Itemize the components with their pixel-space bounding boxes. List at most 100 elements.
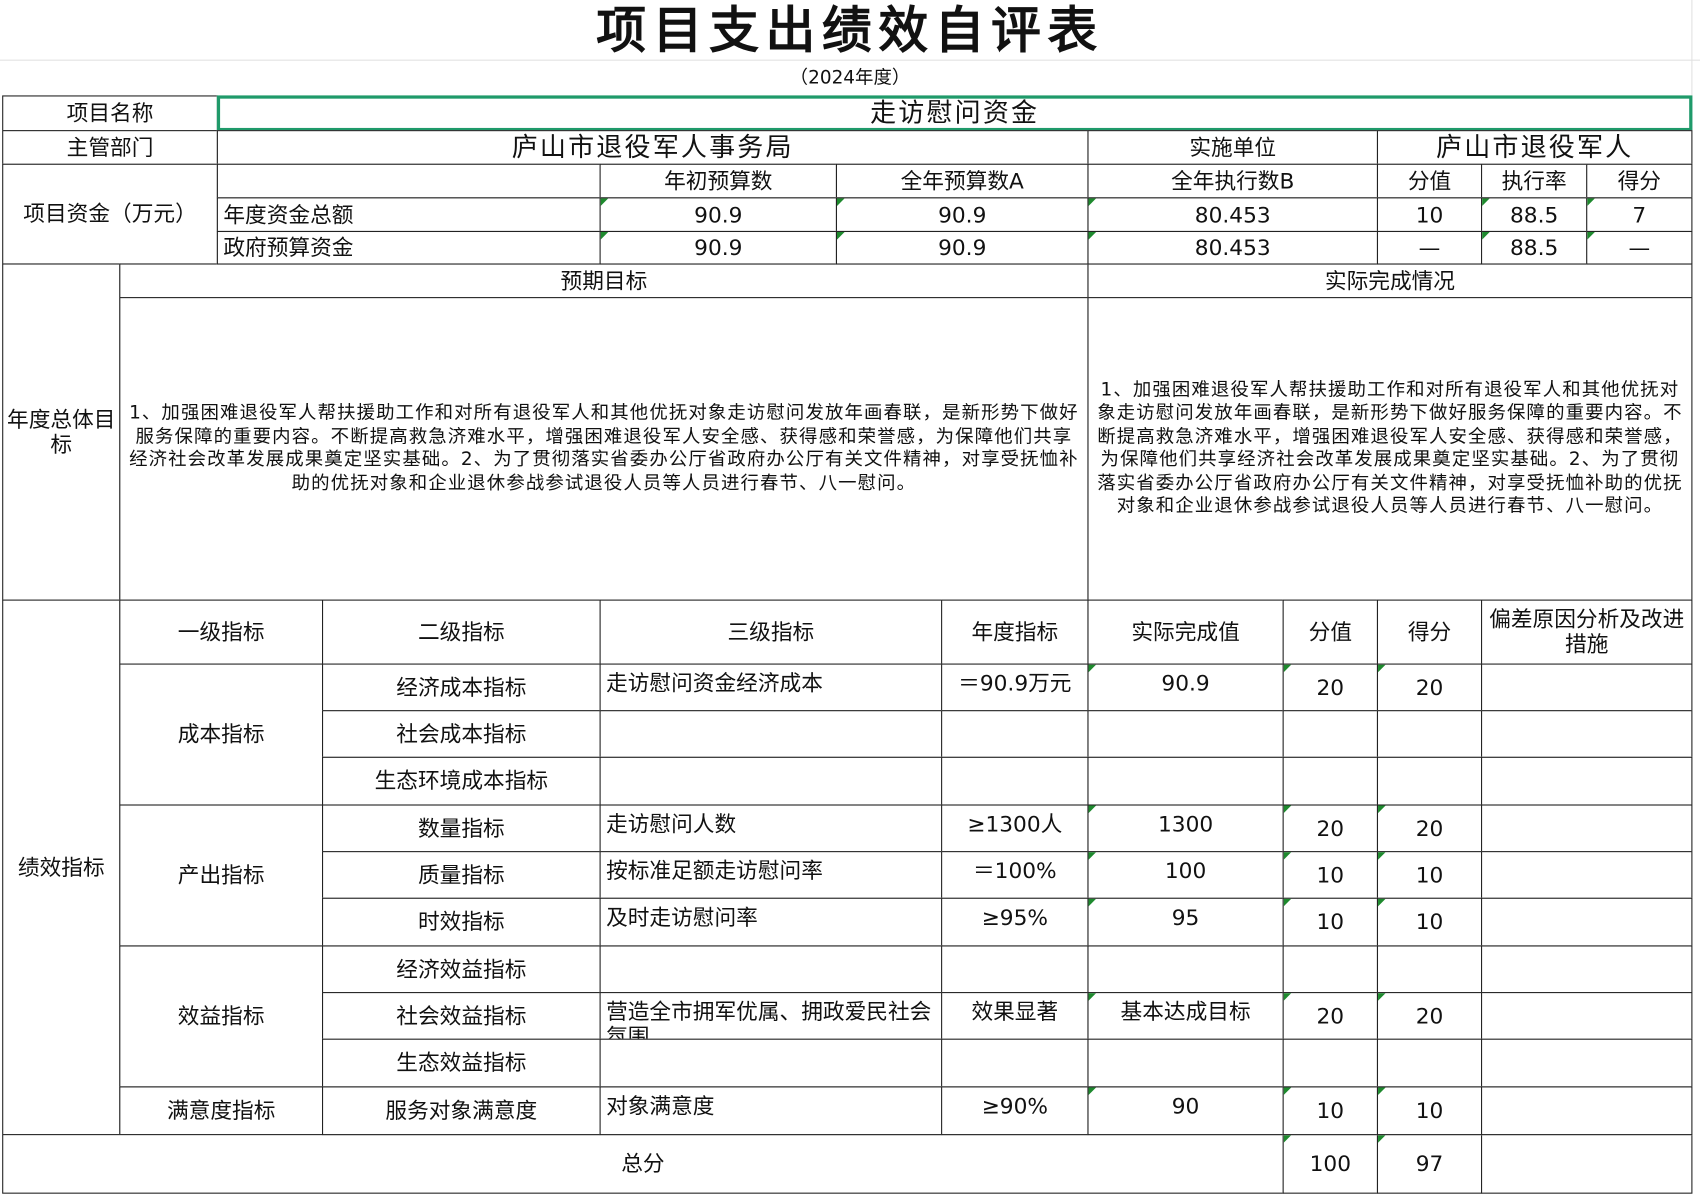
- total-score[interactable]: 97: [1376, 1134, 1483, 1194]
- indicator-score-cell[interactable]: 20: [1376, 992, 1483, 1040]
- indicator-header[interactable]: 偏差原因分析及改进措施: [1481, 599, 1693, 665]
- total-label[interactable]: 总分: [2, 1134, 1284, 1194]
- indicator-weight-cell[interactable]: 20: [1282, 663, 1379, 712]
- indicator-l3-cell[interactable]: [599, 710, 943, 758]
- indicator-header[interactable]: 得分: [1376, 599, 1483, 665]
- indicator-target-cell[interactable]: ＝100%: [941, 851, 1089, 899]
- indicator-l2-cell[interactable]: 经济效益指标: [322, 945, 601, 994]
- indicator-weight-cell[interactable]: 10: [1282, 1086, 1379, 1136]
- indicator-score-cell[interactable]: 20: [1376, 663, 1483, 712]
- indicator-l3-cell[interactable]: 走访慰问人数: [599, 804, 943, 853]
- funds-header[interactable]: 分值: [1376, 163, 1483, 199]
- goals-label[interactable]: 年度总体目标: [2, 263, 121, 601]
- indicator-target-cell[interactable]: [941, 945, 1089, 994]
- funds-initial-cell[interactable]: 90.9: [599, 230, 838, 265]
- funds-header[interactable]: 执行率: [1481, 163, 1588, 199]
- indicator-actual-cell[interactable]: [1087, 710, 1284, 758]
- indicator-target-cell[interactable]: 效果显著: [941, 992, 1089, 1040]
- indicator-actual-cell[interactable]: 90.9: [1087, 663, 1284, 712]
- indicator-actual-cell[interactable]: 95: [1087, 897, 1284, 947]
- indicator-l3-cell[interactable]: [599, 756, 943, 806]
- indicator-l2-cell[interactable]: 社会效益指标: [322, 992, 601, 1040]
- expected-goal-header[interactable]: 预期目标: [119, 263, 1089, 299]
- impl-label[interactable]: 实施单位: [1087, 130, 1379, 165]
- total-note[interactable]: [1481, 1134, 1693, 1194]
- funds-annual-cell[interactable]: 90.9: [835, 230, 1089, 265]
- actual-result-text[interactable]: 1、加强困难退役军人帮扶援助工作和对所有退役军人和其他优抚对象走访慰问发放年画春…: [1087, 297, 1693, 601]
- funds-header[interactable]: 年初预算数: [599, 163, 838, 199]
- indicator-target-cell[interactable]: ≥1300人: [941, 804, 1089, 853]
- indicator-l2-cell[interactable]: 数量指标: [322, 804, 601, 853]
- indicators-label[interactable]: 绩效指标: [2, 599, 121, 1136]
- indicator-header[interactable]: 一级指标: [119, 599, 324, 665]
- indicator-note-cell[interactable]: [1481, 663, 1693, 712]
- indicator-l3-cell[interactable]: 营造全市拥军优属、拥政爱民社会氛围: [599, 992, 943, 1040]
- dept-value[interactable]: 庐山市退役军人事务局: [216, 130, 1089, 165]
- funds-rate-cell[interactable]: 88.5: [1481, 197, 1588, 233]
- indicator-note-cell[interactable]: [1481, 804, 1693, 853]
- total-weight[interactable]: 100: [1282, 1134, 1379, 1194]
- project-name-label[interactable]: 项目名称: [2, 95, 218, 132]
- indicator-actual-cell[interactable]: [1087, 756, 1284, 806]
- indicator-l3-cell[interactable]: 及时走访慰问率: [599, 897, 943, 947]
- indicator-l2-cell[interactable]: 社会成本指标: [322, 710, 601, 758]
- indicator-actual-cell[interactable]: [1087, 1038, 1284, 1088]
- funds-executed-cell[interactable]: 80.453: [1087, 230, 1379, 265]
- indicator-weight-cell[interactable]: [1282, 710, 1379, 758]
- indicator-header[interactable]: 年度指标: [941, 599, 1089, 665]
- indicator-note-cell[interactable]: [1481, 1038, 1693, 1088]
- funds-weight-cell[interactable]: 10: [1376, 197, 1483, 233]
- indicator-l2-cell[interactable]: 时效指标: [322, 897, 601, 947]
- indicator-l3-cell[interactable]: 按标准足额走访慰问率: [599, 851, 943, 899]
- funds-name-cell[interactable]: 年度资金总额: [216, 197, 601, 233]
- funds-score-cell[interactable]: —: [1586, 230, 1693, 265]
- indicator-weight-cell[interactable]: 20: [1282, 804, 1379, 853]
- indicator-score-cell[interactable]: [1376, 756, 1483, 806]
- funds-weight-cell[interactable]: —: [1376, 230, 1483, 265]
- impl-value[interactable]: 庐山市退役军人: [1376, 130, 1693, 165]
- funds-label[interactable]: 项目资金（万元）: [2, 163, 218, 265]
- indicator-target-cell[interactable]: [941, 756, 1089, 806]
- indicator-actual-cell[interactable]: [1087, 945, 1284, 994]
- expected-goal-text[interactable]: 1、加强困难退役军人帮扶援助工作和对所有退役军人和其他优抚对象走访慰问发放年画春…: [119, 297, 1089, 601]
- indicator-l2-cell[interactable]: 质量指标: [322, 851, 601, 899]
- level1-indicator[interactable]: 产出指标: [119, 804, 324, 947]
- actual-result-header[interactable]: 实际完成情况: [1087, 263, 1693, 299]
- indicator-target-cell[interactable]: ＝90.9万元: [941, 663, 1089, 712]
- level1-indicator[interactable]: 满意度指标: [119, 1086, 324, 1136]
- indicator-note-cell[interactable]: [1481, 897, 1693, 947]
- funds-header-blank[interactable]: [216, 163, 601, 199]
- funds-rate-cell[interactable]: 88.5: [1481, 230, 1588, 265]
- indicator-l3-cell[interactable]: 走访慰问资金经济成本: [599, 663, 943, 712]
- indicator-note-cell[interactable]: [1481, 992, 1693, 1040]
- indicator-note-cell[interactable]: [1481, 710, 1693, 758]
- indicator-l3-cell[interactable]: [599, 945, 943, 994]
- indicator-weight-cell[interactable]: 10: [1282, 897, 1379, 947]
- indicator-actual-cell[interactable]: 100: [1087, 851, 1284, 899]
- dept-label[interactable]: 主管部门: [2, 130, 218, 165]
- indicator-score-cell[interactable]: [1376, 710, 1483, 758]
- indicator-note-cell[interactable]: [1481, 851, 1693, 899]
- funds-annual-cell[interactable]: 90.9: [835, 197, 1089, 233]
- indicator-score-cell[interactable]: 10: [1376, 851, 1483, 899]
- level1-indicator[interactable]: 成本指标: [119, 663, 324, 806]
- indicator-weight-cell[interactable]: [1282, 756, 1379, 806]
- indicator-l2-cell[interactable]: 生态环境成本指标: [322, 756, 601, 806]
- indicator-score-cell[interactable]: [1376, 945, 1483, 994]
- indicator-actual-cell[interactable]: 基本达成目标: [1087, 992, 1284, 1040]
- project-name-cell[interactable]: 走访慰问资金: [216, 95, 1693, 132]
- indicator-score-cell[interactable]: 20: [1376, 804, 1483, 853]
- indicator-l2-cell[interactable]: 生态效益指标: [322, 1038, 601, 1088]
- indicator-header[interactable]: 实际完成值: [1087, 599, 1284, 665]
- indicator-note-cell[interactable]: [1481, 756, 1693, 806]
- indicator-weight-cell[interactable]: 20: [1282, 992, 1379, 1040]
- funds-score-cell[interactable]: 7: [1586, 197, 1693, 233]
- funds-executed-cell[interactable]: 80.453: [1087, 197, 1379, 233]
- indicator-actual-cell[interactable]: 1300: [1087, 804, 1284, 853]
- indicator-note-cell[interactable]: [1481, 945, 1693, 994]
- indicator-l3-cell[interactable]: 对象满意度: [599, 1086, 943, 1136]
- indicator-header[interactable]: 二级指标: [322, 599, 601, 665]
- funds-header[interactable]: 全年预算数A: [835, 163, 1089, 199]
- indicator-target-cell[interactable]: ≥90%: [941, 1086, 1089, 1136]
- level1-indicator[interactable]: 效益指标: [119, 945, 324, 1088]
